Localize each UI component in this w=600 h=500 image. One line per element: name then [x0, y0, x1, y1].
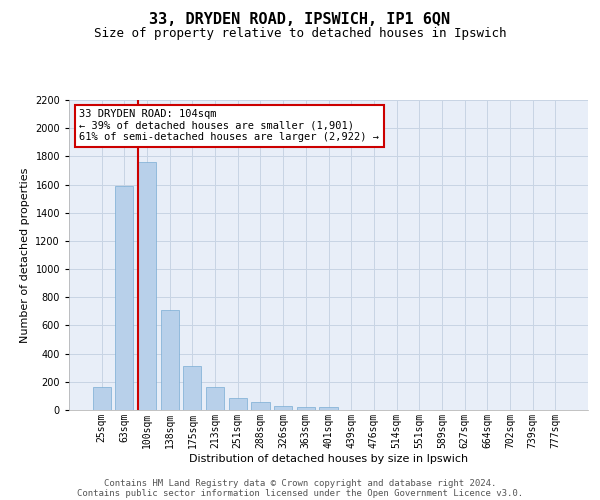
Bar — [161, 310, 179, 410]
Bar — [229, 398, 247, 410]
Y-axis label: Number of detached properties: Number of detached properties — [20, 168, 29, 342]
X-axis label: Distribution of detached houses by size in Ipswich: Distribution of detached houses by size … — [189, 454, 468, 464]
Bar — [297, 407, 315, 410]
Bar — [274, 406, 292, 410]
Text: Contains HM Land Registry data © Crown copyright and database right 2024.: Contains HM Land Registry data © Crown c… — [104, 478, 496, 488]
Bar — [319, 407, 338, 410]
Text: 33 DRYDEN ROAD: 104sqm
← 39% of detached houses are smaller (1,901)
61% of semi-: 33 DRYDEN ROAD: 104sqm ← 39% of detached… — [79, 110, 379, 142]
Text: 33, DRYDEN ROAD, IPSWICH, IP1 6QN: 33, DRYDEN ROAD, IPSWICH, IP1 6QN — [149, 12, 451, 28]
Text: Size of property relative to detached houses in Ipswich: Size of property relative to detached ho… — [94, 28, 506, 40]
Bar — [92, 388, 111, 410]
Bar — [251, 402, 269, 410]
Bar — [138, 162, 156, 410]
Text: Contains public sector information licensed under the Open Government Licence v3: Contains public sector information licen… — [77, 488, 523, 498]
Bar — [206, 388, 224, 410]
Bar — [115, 186, 133, 410]
Bar — [184, 366, 202, 410]
